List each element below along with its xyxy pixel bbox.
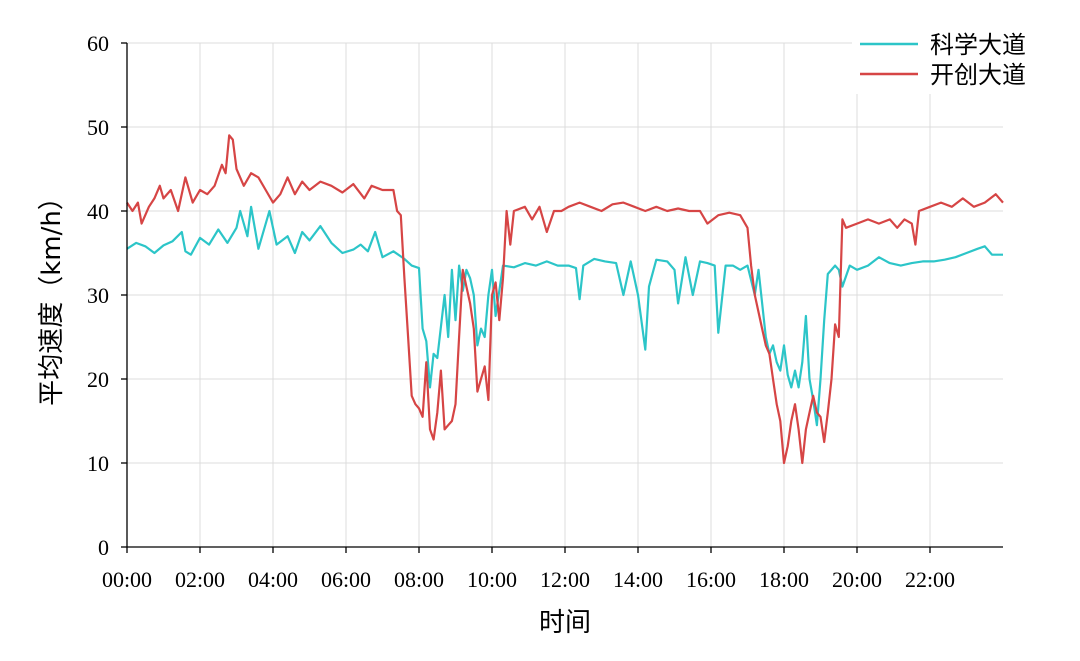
- x-tick-label: 10:00: [467, 567, 517, 592]
- y-tick-label: 10: [87, 451, 109, 476]
- x-tick-label: 06:00: [321, 567, 371, 592]
- grid: [127, 42, 1003, 547]
- legend-label-1: 科学大道: [930, 31, 1026, 59]
- y-tick-label: 0: [98, 535, 109, 560]
- x-axis-title: 时间: [539, 608, 591, 638]
- series-line-2: [126, 134, 1004, 465]
- x-tick-label: 14:00: [613, 567, 663, 592]
- legend-background: [852, 28, 1048, 94]
- y-ticks: 0 10 20 30 40 50 60: [87, 31, 127, 560]
- x-tick-label: 12:00: [540, 567, 590, 592]
- y-tick-label: 30: [87, 283, 109, 308]
- x-tick-label: 16:00: [686, 567, 736, 592]
- x-tick-label: 00:00: [102, 567, 152, 592]
- series-layer: [126, 134, 1004, 465]
- x-tick-label: 04:00: [248, 567, 298, 592]
- x-tick-label: 08:00: [394, 567, 444, 592]
- x-ticks: 00:00 02:00 04:00 06:00 08:00 10:00 12:00 14:00…: [102, 547, 955, 592]
- x-tick-label: 02:00: [175, 567, 225, 592]
- series-line-1: [126, 205, 1003, 427]
- x-tick-label: 20:00: [832, 567, 882, 592]
- y-tick-label: 60: [87, 31, 109, 56]
- x-tick-label: 18:00: [759, 567, 809, 592]
- y-tick-label: 50: [87, 115, 109, 140]
- x-tick-label: 22:00: [905, 567, 955, 592]
- y-tick-label: 40: [87, 199, 109, 224]
- legend-label-2: 开创大道: [930, 61, 1026, 89]
- y-axis-title: 平均速度（km/h）: [37, 184, 67, 406]
- y-tick-label: 20: [87, 367, 109, 392]
